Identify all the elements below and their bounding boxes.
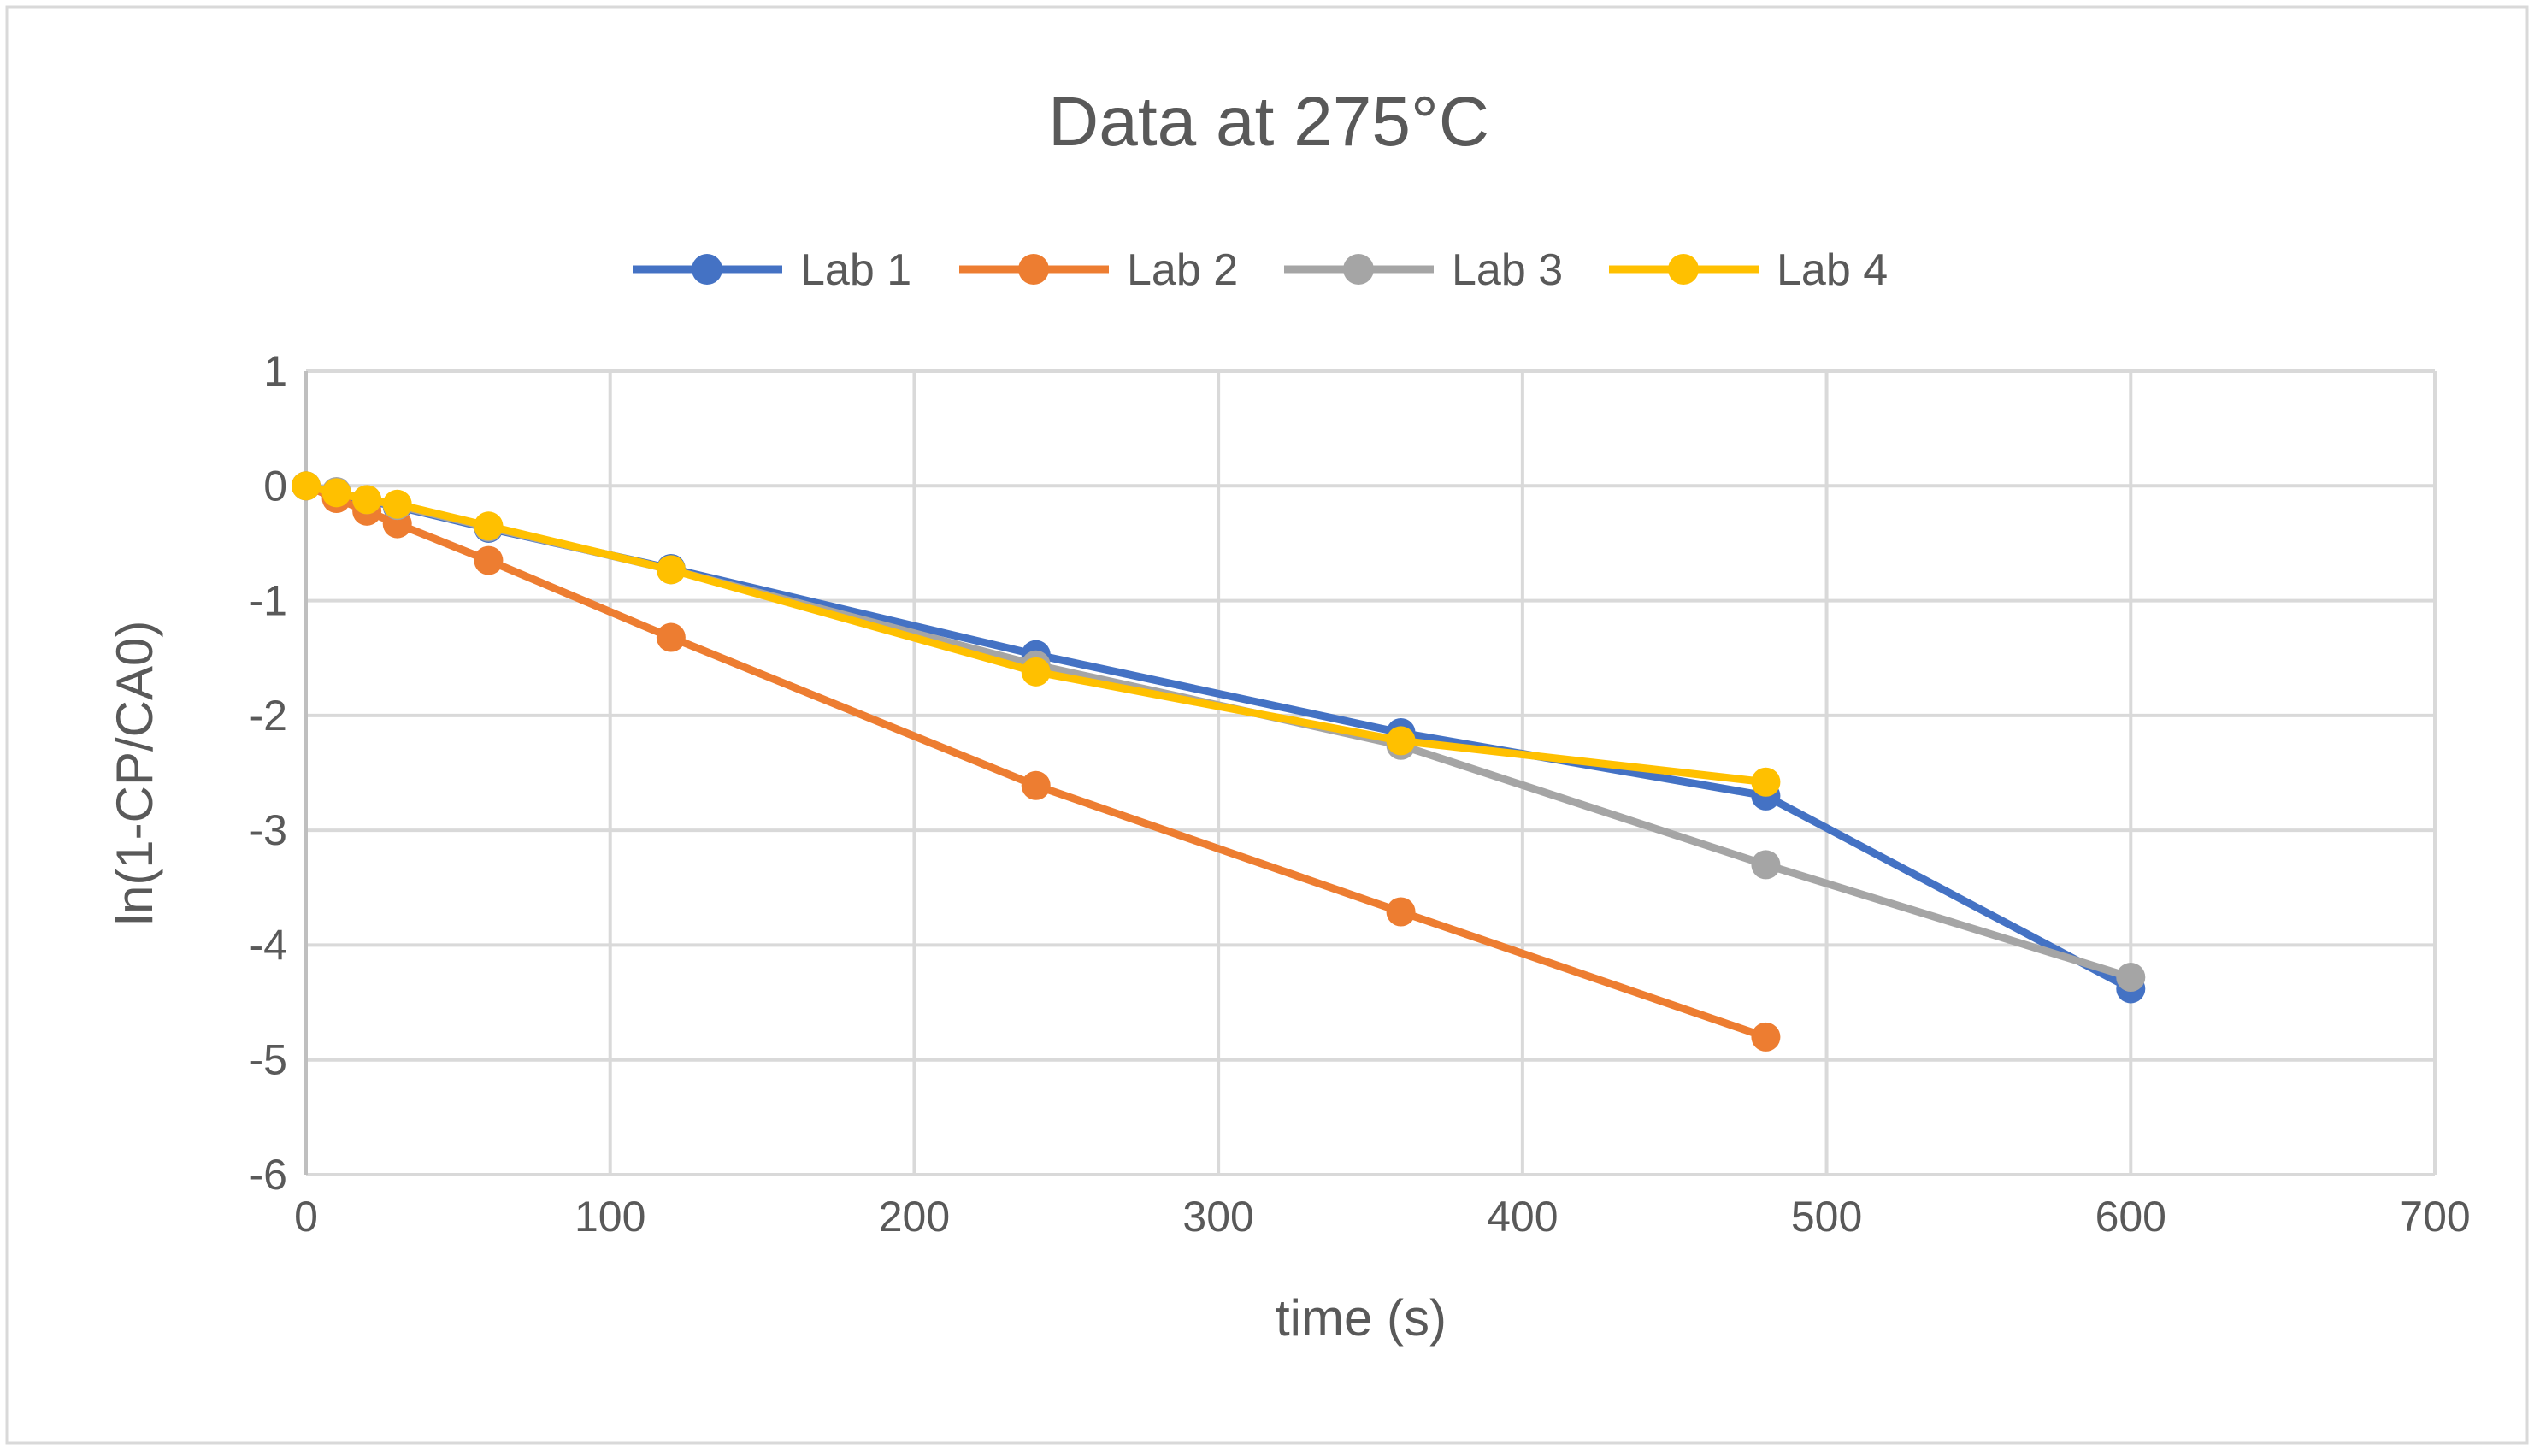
y-tick-label: -3 (250, 806, 287, 854)
x-axis-title: time (s) (1276, 1289, 1447, 1347)
data-point (656, 555, 686, 585)
legend-label: Lab 3 (1452, 245, 1563, 295)
data-point (1386, 897, 1416, 927)
legend-marker (1343, 254, 1374, 285)
tick-labels: 10-1-2-3-4-5-60 100 200 300 400 500 600 700 (250, 347, 2471, 1241)
x-tick-label: 500 (1791, 1193, 1862, 1241)
data-point (1751, 767, 1781, 797)
data-point (382, 489, 412, 519)
legend-label: Lab 2 (1127, 245, 1238, 295)
data-point (292, 471, 321, 501)
y-axis-title: ln(1-CP/CA0) (106, 621, 163, 926)
data-point (1021, 657, 1051, 687)
legend-marker (1668, 254, 1699, 285)
data-point (1751, 850, 1781, 880)
data-point (474, 545, 504, 575)
x-tick-label: 200 (879, 1193, 950, 1241)
y-tick-label: -6 (250, 1151, 287, 1199)
x-tick-label: 700 (2399, 1193, 2470, 1241)
x-tick-label: 600 (2095, 1193, 2166, 1241)
chart-border (5, 5, 2529, 1445)
data-point (2116, 963, 2146, 993)
y-tick-label: -5 (250, 1036, 287, 1084)
data-point (1751, 1022, 1781, 1052)
legend-label: Lab 4 (1777, 245, 1888, 295)
data-point (656, 622, 686, 652)
data-point (474, 511, 504, 541)
data-point (352, 485, 382, 515)
x-tick-label: 300 (1182, 1193, 1253, 1241)
data-point (1386, 726, 1416, 756)
legend-marker (1018, 254, 1049, 285)
data-point (1021, 770, 1051, 800)
chart-title: Data at 275°C (1048, 83, 1489, 161)
series-lab-4 (292, 471, 1781, 797)
gridlines (304, 369, 2437, 1176)
series-group (292, 471, 2146, 1052)
y-tick-label: 0 (263, 462, 287, 510)
legend-marker (692, 254, 722, 285)
data-point (321, 478, 351, 508)
y-tick-label: 1 (263, 347, 287, 395)
y-tick-label: -4 (250, 921, 287, 969)
x-tick-label: 400 (1487, 1193, 1558, 1241)
legend-label: Lab 1 (800, 245, 911, 295)
x-tick-label: 0 (294, 1193, 318, 1241)
x-tick-label: 100 (575, 1193, 645, 1241)
y-tick-label: -1 (250, 577, 287, 625)
legend: Lab 1 Lab 2 Lab 3 Lab 4 (633, 245, 1888, 295)
y-tick-label: -2 (250, 692, 287, 740)
